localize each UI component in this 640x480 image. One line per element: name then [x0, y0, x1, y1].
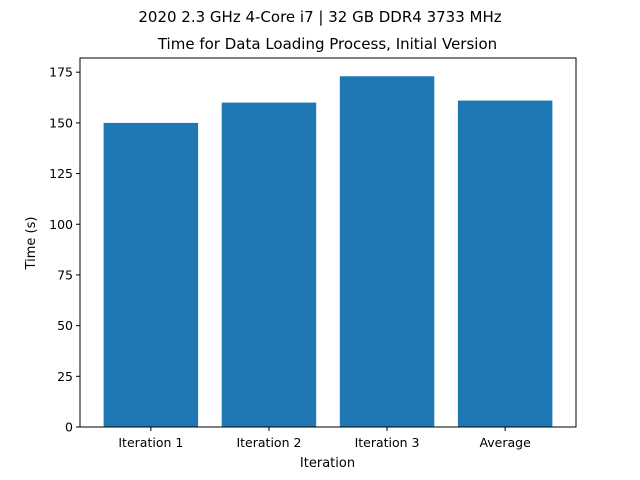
x-tick-label-4: Average: [479, 435, 531, 450]
chart-title: Time for Data Loading Process, Initial V…: [157, 35, 497, 53]
plot-area: 0 25 50 75 100 125 150 175 Iteration 1 Iteration …: [49, 57, 577, 450]
bar-1: [103, 122, 199, 427]
y-tick-label-0: 0: [65, 420, 73, 435]
y-tick-label-175: 175: [49, 65, 73, 80]
x-tick-label-1: Iteration 1: [118, 435, 183, 450]
x-tick-label-2: Iteration 2: [236, 435, 301, 450]
y-tick-label-150: 150: [49, 115, 73, 130]
bar-3: [339, 76, 435, 427]
y-tick-label-25: 25: [57, 369, 73, 384]
x-tick-label-3: Iteration 3: [355, 435, 420, 450]
y-tick-label-100: 100: [49, 217, 73, 232]
bar-2: [221, 102, 317, 427]
y-tick-label-50: 50: [57, 318, 73, 333]
axes-frame: [79, 57, 577, 428]
chart-suptitle: 2020 2.3 GHz 4-Core i7 | 32 GB DDR4 3733…: [138, 8, 501, 26]
y-axis-label: Time (s): [24, 217, 39, 271]
y-tick-label-125: 125: [49, 166, 73, 181]
bar-4: [457, 100, 553, 428]
y-tick-label-75: 75: [57, 267, 73, 282]
x-axis-label: Iteration: [300, 456, 355, 471]
